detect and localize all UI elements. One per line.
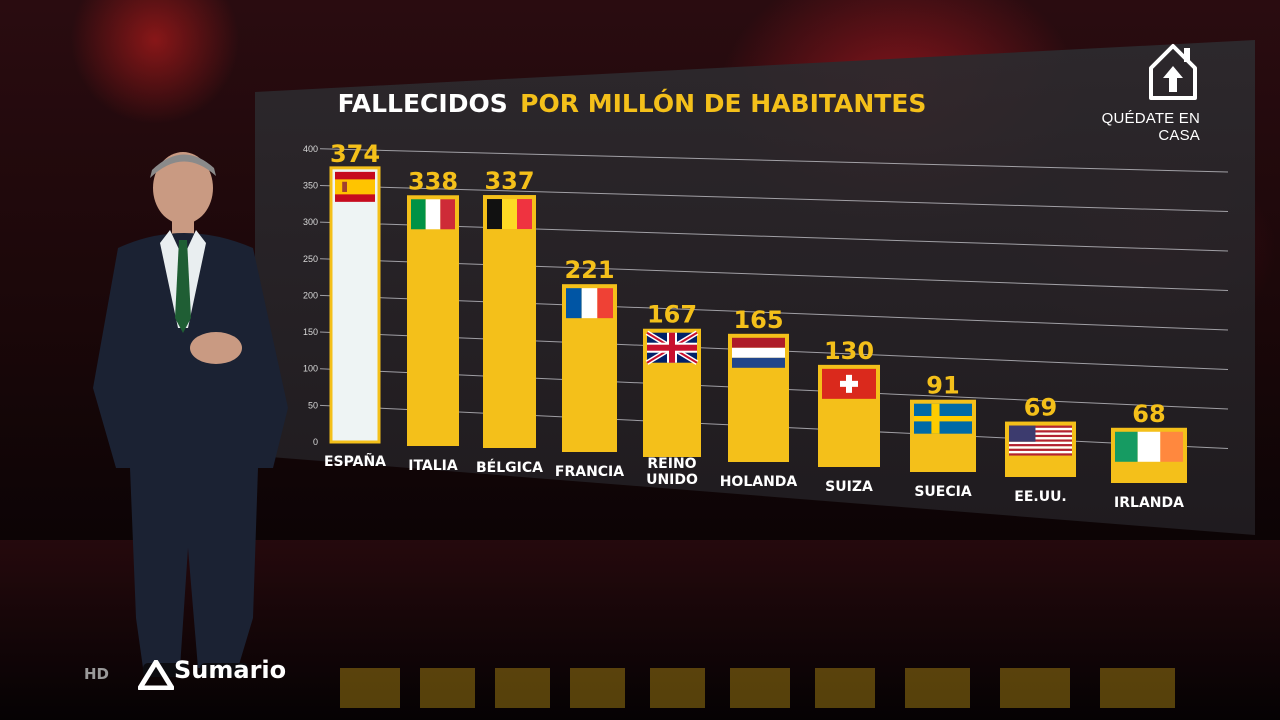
presenter-figure <box>93 152 288 677</box>
category-label: FRANCIA <box>555 464 624 480</box>
bar <box>329 166 381 444</box>
category-label: EE.UU. <box>1014 489 1067 505</box>
ireland-flag-icon <box>1115 431 1183 462</box>
grid-line <box>319 184 1229 212</box>
y-tick-label: 200 <box>303 290 318 300</box>
category-label: ITALIA <box>408 458 458 474</box>
category-label: SUECIA <box>914 484 971 500</box>
category-label: IRLANDA <box>1114 495 1184 511</box>
y-tick-label: 50 <box>308 400 318 410</box>
stay-home-label: QUÉDATE EN CASA <box>1101 110 1200 144</box>
sweden-flag-icon <box>914 403 972 434</box>
category-label: SUIZA <box>825 479 873 495</box>
category-label: ESPAÑA <box>324 453 386 470</box>
chart-title-prefix: FALLECIDOS <box>338 89 508 118</box>
chart-title-highlight: POR MILLÓN DE HABITANTES <box>520 88 926 118</box>
bar-value-label: 165 <box>733 306 783 334</box>
program-title: Sumario <box>174 656 287 684</box>
bar-value-label: 69 <box>1024 394 1057 422</box>
bar-value-label: 337 <box>484 167 534 195</box>
grid-line <box>319 221 1229 252</box>
chart-title: FALLECIDOS POR MILLÓN DE HABITANTES <box>338 88 927 118</box>
france-flag-icon <box>566 288 613 319</box>
grid-line <box>319 258 1229 291</box>
y-tick-label: 300 <box>303 217 318 227</box>
bar-value-label: 91 <box>926 372 959 400</box>
y-axis-ticks: 400 350 300 250 200 150 100 50 0 <box>303 144 318 447</box>
floor-reflection <box>340 668 1175 708</box>
y-tick-label: 350 <box>303 180 318 190</box>
spain-flag-icon <box>335 171 375 202</box>
category-label: REINO UNIDO <box>646 456 698 488</box>
y-tick-label: 0 <box>313 437 318 447</box>
netherlands-flag-icon <box>732 337 785 368</box>
house-arrow-up-icon <box>1149 44 1197 100</box>
uk-flag-icon <box>645 330 699 365</box>
bars: 374 ESPAÑA 338 ITALIA 337 BÉLGICA 221 FRANCIA 16… <box>324 140 1187 511</box>
y-tick-label: 100 <box>303 364 318 374</box>
grid-line <box>319 294 1229 331</box>
channel-logo-icon <box>138 660 174 690</box>
bar-value-label: 338 <box>408 167 458 195</box>
y-tick-label: 400 <box>303 144 318 154</box>
bar <box>407 195 459 446</box>
hd-badge: HD <box>84 665 110 683</box>
category-label: BÉLGICA <box>476 459 543 476</box>
bar-value-label: 130 <box>824 337 874 365</box>
y-tick-label: 150 <box>303 327 318 337</box>
bar-value-label: 68 <box>1132 400 1165 428</box>
bar-value-label: 167 <box>647 301 697 329</box>
category-label: HOLANDA <box>720 474 798 490</box>
bar-value-label: 374 <box>330 140 380 168</box>
belgium-flag-icon <box>487 199 532 230</box>
grid-line <box>319 148 1229 173</box>
bar <box>483 195 536 448</box>
italy-flag-icon <box>411 199 455 230</box>
bar-value-label: 221 <box>564 256 614 284</box>
y-tick-label: 250 <box>303 254 318 264</box>
usa-flag-icon <box>1009 425 1072 456</box>
switzerland-flag-icon <box>822 368 876 399</box>
